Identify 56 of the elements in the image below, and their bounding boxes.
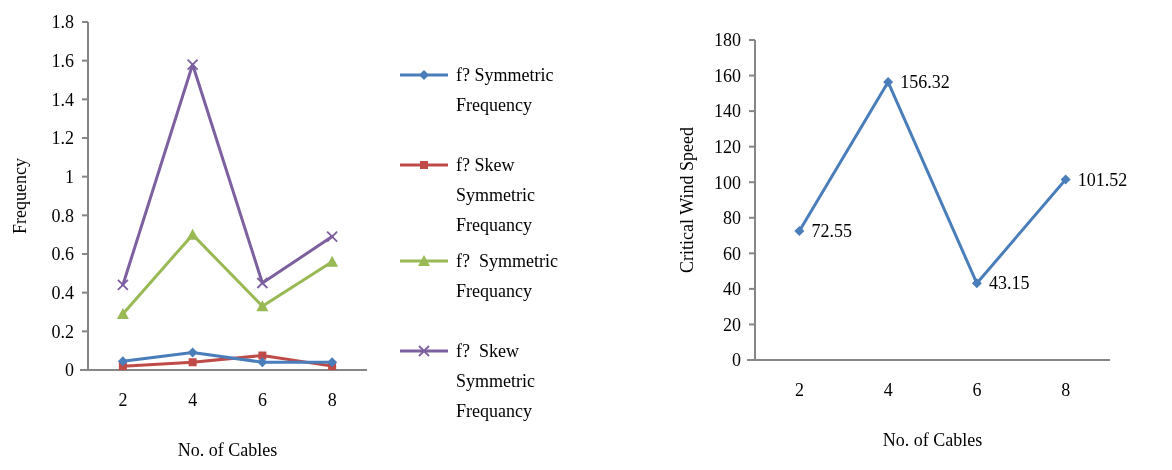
y-tick-label: 1.2 [51,128,74,149]
y-tick-label: 0 [65,360,74,381]
point [116,307,129,319]
legend-label: f? Symmetric Frequancy [456,251,558,301]
point [883,77,894,88]
x-tick-label: 2 [118,390,128,410]
point [256,277,269,289]
point [327,357,338,368]
y-tick-label: 100 [714,172,741,193]
data-label: 72.55 [811,221,852,242]
x-tick-label: 6 [257,390,267,410]
point [117,356,128,367]
point [1060,174,1071,185]
y-tick-label: 160 [714,65,741,86]
y-tick-label: 1.6 [51,50,74,71]
data-label: 43.15 [988,273,1030,294]
x-axis-title: No. of Cables [882,430,983,450]
y-tick-label: 140 [714,101,741,122]
point [256,300,269,312]
y-tick-label: 80 [723,208,741,229]
legend-label: f? Symmetric Frequency [456,65,554,115]
y-tick-label: 0.2 [51,321,74,342]
data-label: 156.32 [900,72,950,93]
point [187,347,198,358]
y-tick-label: 0.8 [51,205,74,226]
point [116,279,129,291]
x-tick-label: 8 [1061,380,1071,400]
y-tick-label: 180 [714,30,741,51]
y-axis-title: Frequency [10,158,30,234]
y-axis-title: Critical Wind Speed [677,127,697,273]
y-tick-label: 40 [723,279,741,300]
point [971,278,982,289]
point [186,58,199,71]
y-tick-label: 0 [732,350,741,371]
y-tick-label: 120 [714,136,741,157]
y-tick-label: 1.8 [51,12,74,33]
y-tick-label: 0.6 [51,244,74,265]
data-label: 101.52 [1077,169,1128,190]
point [257,357,268,368]
point [186,228,199,240]
x-tick-label: 2 [794,380,804,400]
y-tick-label: 1.4 [51,89,74,110]
y-tick-label: 1 [65,166,74,187]
point [326,255,339,267]
legend-label: f? Skew Symmetric Frequancy [456,341,535,421]
point [326,230,339,243]
y-tick-label: 0.4 [51,282,74,303]
x-tick-label: 6 [972,380,982,400]
x-tick-label: 8 [327,390,337,410]
point [188,358,197,367]
point [794,226,805,237]
x-tick-label: 4 [188,390,198,410]
y-tick-label: 60 [723,243,741,264]
x-axis-title: No. of Cables [177,440,278,460]
y-tick-label: 20 [723,314,741,335]
x-tick-label: 4 [883,380,893,400]
